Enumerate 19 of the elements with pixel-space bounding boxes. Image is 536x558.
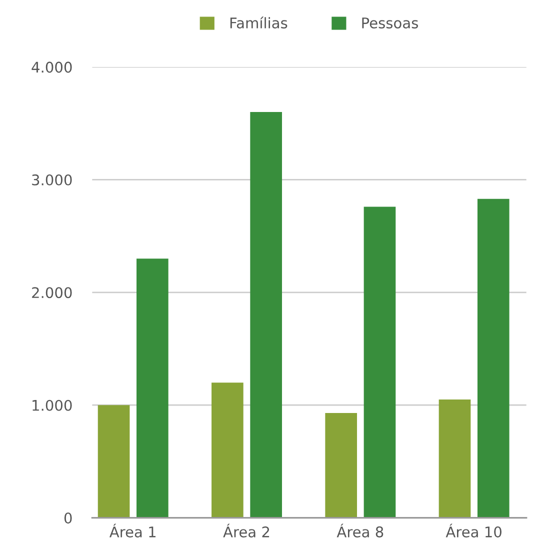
legend-label: Pessoas <box>362 18 418 28</box>
legend-label: Famílias <box>230 16 288 28</box>
bar <box>250 112 282 518</box>
bar <box>364 206 396 518</box>
y-tick-label: 4.000 <box>32 62 72 73</box>
y-tick-label: 0 <box>64 512 72 524</box>
y-tick-label: 2.000 <box>32 287 72 298</box>
bar <box>136 258 168 518</box>
bar <box>212 382 244 518</box>
bar <box>438 399 471 518</box>
x-tick-label: Área 2 <box>223 524 270 538</box>
y-tick-label: 1.000 <box>32 400 72 411</box>
x-tick-label: Área 1 <box>109 524 156 538</box>
y-tick-label: 3.000 <box>32 174 72 186</box>
x-tick-label: Área 10 <box>446 524 502 538</box>
bar <box>98 405 130 518</box>
bar <box>477 198 510 518</box>
bar <box>325 413 358 518</box>
x-tick-label: Área 8 <box>336 524 384 538</box>
